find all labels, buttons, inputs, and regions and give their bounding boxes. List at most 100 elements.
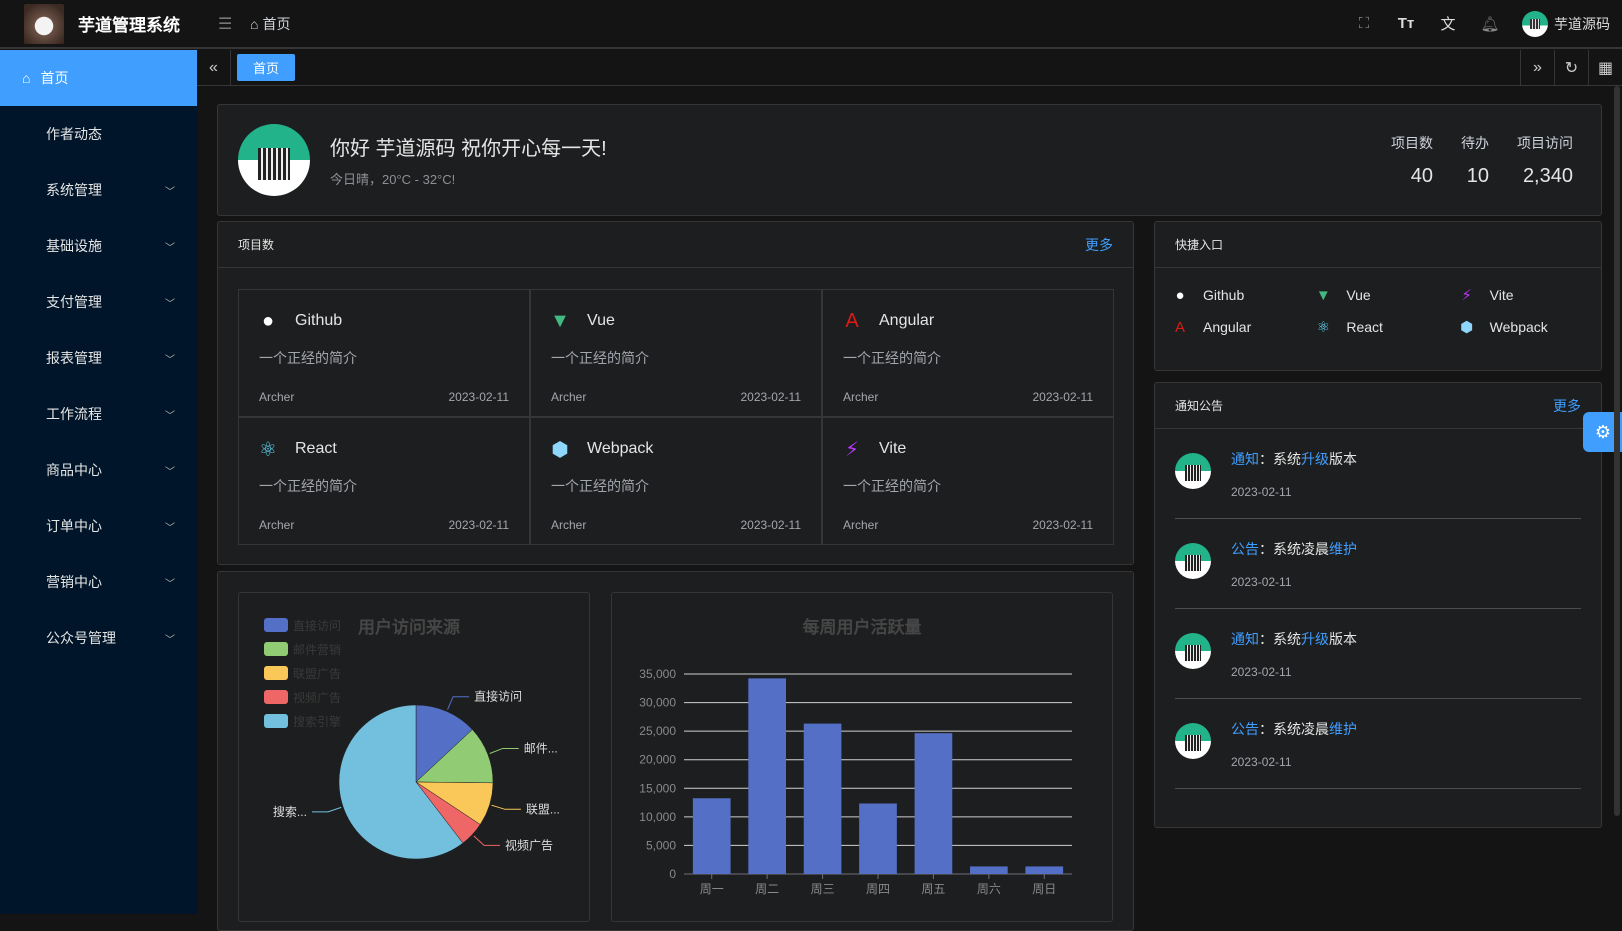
user-avatar: [238, 124, 310, 196]
fullscreen-icon[interactable]: ⛶: [1358, 15, 1370, 32]
translate-icon[interactable]: 文: [1440, 16, 1456, 33]
pie-label: 邮件...: [524, 741, 558, 755]
sidebar-item[interactable]: 营销中心 ﹀: [0, 554, 197, 610]
project-date: 2023-02-11: [1032, 390, 1094, 404]
bar: [1025, 866, 1064, 874]
scroll-right-icon[interactable]: »: [1520, 49, 1554, 86]
x-tick-label: 周日: [1032, 882, 1056, 896]
project-item[interactable]: ⚡ Vite 一个正经的简介 Archer 2023-02-11: [822, 417, 1114, 545]
y-tick-label: 0: [669, 867, 676, 881]
sidebar-item[interactable]: 公众号管理 ﹀: [0, 610, 197, 666]
chevron-down-icon: ﹀: [165, 354, 175, 366]
chevron-down-icon: ﹀: [165, 242, 175, 254]
pie-chart: 用户访问来源直接访问直接访问邮件营销邮件...联盟广告联盟...视频广告视频广告…: [264, 617, 560, 860]
stat-label: 项目数: [1391, 134, 1433, 151]
notice-date: 2023-02-11: [1231, 755, 1292, 769]
quick-entry-item[interactable]: ▼ Vue: [1314, 284, 1457, 306]
sidebar-item[interactable]: 基础设施 ﹀: [0, 218, 197, 274]
notice-text: 系统凌晨: [1273, 721, 1329, 737]
notice-type: 通知: [1231, 631, 1259, 647]
pie-slice: [415, 704, 473, 783]
chart-title: 用户访问来源: [358, 617, 460, 637]
notice-highlight: 维护: [1329, 541, 1357, 557]
project-author: Archer: [259, 518, 295, 532]
font-size-icon[interactable]: Tт: [1397, 15, 1415, 32]
pie-label: 搜索...: [273, 804, 307, 819]
sidebar-item[interactable]: 作者动态: [0, 106, 197, 162]
bell-icon[interactable]: 🔔︎: [1480, 15, 1500, 33]
legend-swatch: [264, 666, 288, 680]
x-tick-label: 周五: [921, 882, 945, 896]
project-author: Archer: [843, 518, 879, 532]
notice-item[interactable]: 公告：系统凌晨维护 2023-02-11: [1175, 519, 1581, 609]
sidebar-item[interactable]: 支付管理 ﹀: [0, 274, 197, 330]
notice-item[interactable]: 通知：系统升级版本 2023-02-11: [1175, 609, 1581, 699]
app-title: 芋道管理系统: [78, 16, 180, 35]
project-item[interactable]: ⚛ React 一个正经的简介 Archer 2023-02-11: [238, 417, 530, 545]
project-item[interactable]: ⬢ Webpack 一个正经的简介 Archer 2023-02-11: [530, 417, 822, 545]
greeting: 你好 芋道源码 祝你开心每一天!: [330, 138, 607, 160]
quick-entry-item[interactable]: ● Github: [1171, 284, 1314, 306]
x-tick-label: 周三: [811, 882, 835, 896]
notice-item[interactable]: 通知：系统升级版本 2023-02-11: [1175, 429, 1581, 519]
sidebar-item[interactable]: 商品中心 ﹀: [0, 442, 197, 498]
sidebar-item[interactable]: 工作流程 ﹀: [0, 386, 197, 442]
user-menu[interactable]: 芋道源码: [1522, 10, 1610, 37]
quick-entry-item[interactable]: ⬢ Webpack: [1458, 316, 1601, 338]
bar: [748, 678, 786, 874]
project-name: Github: [295, 312, 343, 329]
pie-chart-box: 用户访问来源 直接访问 直接访问 邮件营销 邮件... 联盟广告 联盟... 视频广告 视频广告…: [238, 592, 590, 922]
notice-sep: ：: [1259, 631, 1273, 647]
quick-entry-item[interactable]: A Angular: [1171, 316, 1314, 338]
react-icon: ⚛: [1316, 319, 1331, 336]
vue-icon: ▼: [550, 309, 570, 332]
pie-label: 联盟...: [526, 802, 560, 816]
project-author: Archer: [843, 390, 879, 404]
quick-entry-item[interactable]: ⚡ Vite: [1458, 284, 1601, 306]
sidebar-item[interactable]: 订单中心 ﹀: [0, 498, 197, 554]
scroll-left-icon[interactable]: «: [197, 49, 231, 86]
chevron-down-icon: ﹀: [165, 466, 175, 478]
notice-highlight: 升级: [1301, 451, 1329, 467]
stat-label: 项目访问: [1517, 134, 1573, 151]
home-icon: ⌂: [250, 15, 259, 32]
refresh-icon[interactable]: ↻: [1554, 49, 1588, 86]
sidebar-item[interactable]: 报表管理 ﹀: [0, 330, 197, 386]
breadcrumb-item[interactable]: 首页: [262, 15, 291, 32]
notice-title: 通知公告: [1175, 399, 1224, 413]
grid-menu-icon[interactable]: ▦: [1588, 49, 1622, 86]
tab-home[interactable]: 首页: [237, 54, 296, 81]
project-item[interactable]: ▼ Vue 一个正经的简介 Archer 2023-02-11: [530, 289, 822, 417]
stat-value: 2,340: [1522, 164, 1573, 187]
github-icon: ●: [1175, 286, 1185, 304]
legend-label: 搜索引擎: [293, 714, 341, 729]
sidebar-item-label: 基础设施: [46, 238, 102, 254]
project-item[interactable]: ● Github 一个正经的简介 Archer 2023-02-11: [238, 289, 530, 417]
project-desc: 一个正经的简介: [551, 478, 649, 494]
legend-label: 联盟广告: [293, 667, 341, 681]
webpack-icon: ⬢: [551, 438, 569, 461]
y-tick-label: 5,000: [646, 838, 676, 852]
projects-more-link[interactable]: 更多: [1085, 236, 1113, 253]
notice-text: 系统: [1273, 631, 1301, 647]
stat-item: 待办 10: [1461, 133, 1489, 188]
quick-entry-item[interactable]: ⚛ React: [1314, 316, 1457, 338]
bar: [859, 803, 897, 874]
legend-swatch: [264, 618, 288, 632]
bar: [970, 866, 1008, 874]
chevron-down-icon: ﹀: [165, 578, 175, 590]
notice-item[interactable]: 公告：系统凌晨维护 2023-02-11: [1175, 699, 1581, 789]
sidebar-item[interactable]: 系统管理 ﹀: [0, 162, 197, 218]
legend-label: 邮件营销: [293, 643, 341, 657]
project-date: 2023-02-11: [740, 390, 802, 404]
notice-type: 通知: [1231, 451, 1259, 467]
collapse-menu-icon[interactable]: ☰: [218, 15, 233, 33]
welcome-card: 你好 芋道源码 祝你开心每一天! 今日晴，20°C - 32°C! 项目数 40 待…: [217, 104, 1602, 216]
project-item[interactable]: A Angular 一个正经的简介 Archer 2023-02-11: [822, 289, 1114, 417]
project-name: Webpack: [587, 440, 654, 457]
notice-more-link[interactable]: 更多: [1553, 397, 1581, 414]
scrollbar[interactable]: [1614, 86, 1620, 816]
angular-icon: A: [845, 309, 859, 332]
project-date: 2023-02-11: [448, 518, 510, 532]
sidebar-item[interactable]: ⌂ 首页: [0, 50, 197, 106]
